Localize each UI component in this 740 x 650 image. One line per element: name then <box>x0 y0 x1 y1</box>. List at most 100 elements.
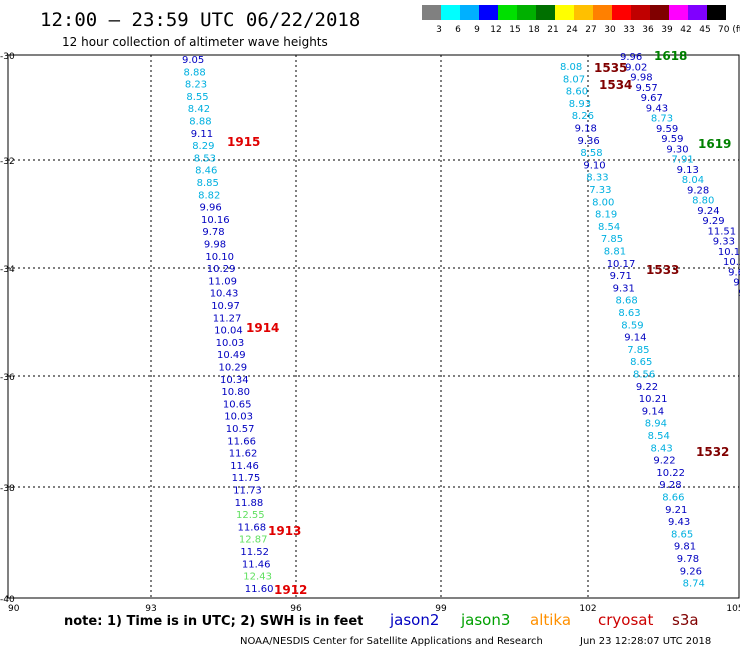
wave-height-value: 10.04 <box>214 326 243 337</box>
wave-height-value: 10.34 <box>220 375 249 386</box>
altimeter-track-east-2: 9.969.029.989.579.679.438.739.599.599.30… <box>620 52 740 299</box>
wave-height-value: 11.60 <box>245 584 274 595</box>
wave-height-value: 9.78 <box>677 554 699 565</box>
wave-height-value: 9.14 <box>642 406 664 417</box>
wave-height-value: 8.56 <box>633 370 655 381</box>
legend-label: 6 <box>455 25 461 35</box>
wave-height-value: 9.24 <box>697 206 719 217</box>
legend-label: 45 <box>699 25 710 35</box>
wave-height-value: 11.88 <box>235 498 264 509</box>
pass-label-1532: 1532 <box>696 445 729 459</box>
latitude-tick-label: -38 <box>0 484 15 494</box>
wave-height-value: 9.3 <box>739 288 740 299</box>
legend-label: 21 <box>547 25 558 35</box>
legend-swatch <box>707 5 726 20</box>
legend-swatch <box>669 5 688 20</box>
wave-height-value: 9.96 <box>200 203 222 214</box>
wave-height-value: 9.33 <box>713 237 735 248</box>
wave-height-value: 9.2 <box>733 278 740 289</box>
wave-height-value: 10.80 <box>221 387 250 398</box>
legend-label: 30 <box>604 25 616 35</box>
wave-height-value: 8.46 <box>195 166 217 177</box>
wave-height-value: 8.94 <box>645 419 667 430</box>
pass-label-1913: 1913 <box>268 524 301 538</box>
wave-height-value: 9.28 <box>687 185 709 196</box>
legend-label: 39 <box>661 25 673 35</box>
wave-height-value: 9.14 <box>624 333 646 344</box>
wave-height-value: 8.42 <box>188 104 210 115</box>
wave-height-value: 9.43 <box>668 517 690 528</box>
legend-swatch <box>479 5 498 20</box>
legend-swatch <box>498 5 517 20</box>
wave-height-value: 8.23 <box>185 80 207 91</box>
wave-height-value: 9.36 <box>578 136 600 147</box>
map-title: 12:00 – 23:59 UTC 06/22/2018 <box>40 9 360 31</box>
legend-swatch <box>460 5 479 20</box>
wave-height-value: 9.11 <box>191 129 213 140</box>
legend-swatch <box>631 5 650 20</box>
altimeter-track-west: 9.058.888.238.558.428.889.118.298.538.46… <box>182 55 273 595</box>
wave-height-value: 8.26 <box>572 111 594 122</box>
wave-height-value: 10.49 <box>217 350 246 361</box>
legend-label: 3 <box>436 25 442 35</box>
legend-swatch <box>441 5 460 20</box>
wave-height-value: 12.87 <box>239 535 268 546</box>
pass-label-1912: 1912 <box>274 583 307 597</box>
legend-label: 42 <box>680 25 691 35</box>
wave-height-value: 12.43 <box>243 572 272 583</box>
wave-height-value: 11.09 <box>208 276 237 287</box>
latitude-tick-label: -32 <box>0 157 15 167</box>
wave-height-value: 9.59 <box>656 124 678 135</box>
sat-label-jason2: jason2 <box>389 611 439 629</box>
wave-height-value: 11.62 <box>229 449 258 460</box>
sat-label-cryosat: cryosat <box>598 611 653 629</box>
legend-swatch <box>536 5 555 20</box>
sat-label-altika: altika <box>530 611 571 629</box>
wave-height-value: 8.19 <box>595 210 617 221</box>
pass-label-1914: 1914 <box>246 321 279 335</box>
wave-height-value: 11.51 <box>708 226 737 237</box>
pass-label-1533: 1533 <box>646 263 679 277</box>
wave-height-value: 8.00 <box>592 197 614 208</box>
wave-height-value: 8.08 <box>560 62 582 73</box>
wave-height-value: 11.52 <box>240 547 269 558</box>
wave-height-value: 10.29 <box>207 264 236 275</box>
legend-label: 9 <box>474 25 480 35</box>
legend-label: 27 <box>585 25 596 35</box>
altimeter-track-east-1: 8.088.07 8.608.938.26 9.189.368.589.10 8.33… <box>560 62 705 590</box>
wave-height-value: 9.78 <box>202 227 224 238</box>
legend-label: 18 <box>528 25 540 35</box>
legend-swatch <box>688 5 707 20</box>
latitude-tick-label: -40 <box>0 595 15 605</box>
wave-height-value: 8.07 <box>563 74 585 85</box>
wave-height-value: 8.55 <box>186 92 208 103</box>
map-gridlines <box>8 55 739 598</box>
wave-height-value: 10.29 <box>219 363 248 374</box>
pass-label-1619: 1619 <box>698 137 731 151</box>
legend-label: 33 <box>623 25 634 35</box>
footer-timestamp: Jun 23 12:28:07 UTC 2018 <box>579 636 711 647</box>
wave-height-value: 10.16 <box>201 215 230 226</box>
latitude-tick-label: -30 <box>0 52 15 62</box>
wave-height-value: 8.81 <box>604 247 626 258</box>
longitude-tick-label: 96 <box>290 604 302 614</box>
sat-label-jason3: jason3 <box>460 611 510 629</box>
wave-height-value: 11.46 <box>242 559 271 570</box>
wave-height-value: 8.54 <box>598 222 620 233</box>
wave-height-value: 9.18 <box>575 124 597 135</box>
longitude-tick-label: 90 <box>8 604 20 614</box>
wave-height-value: 9.30 <box>666 144 688 155</box>
wave-height-value: 8.68 <box>616 296 638 307</box>
wave-height-value: 11.73 <box>233 486 262 497</box>
legend-swatch <box>612 5 631 20</box>
longitude-tick-label: 93 <box>145 604 156 614</box>
legend-swatch <box>422 5 441 20</box>
wave-height-value: 9.13 <box>677 165 699 176</box>
legend-label: 70 (ft) <box>718 25 740 35</box>
map-frame <box>7 54 740 599</box>
wave-height-value: 11.46 <box>230 461 259 472</box>
wave-height-value: 9.43 <box>646 103 668 114</box>
legend-swatch <box>593 5 612 20</box>
wave-height-value: 8.93 <box>569 99 591 110</box>
